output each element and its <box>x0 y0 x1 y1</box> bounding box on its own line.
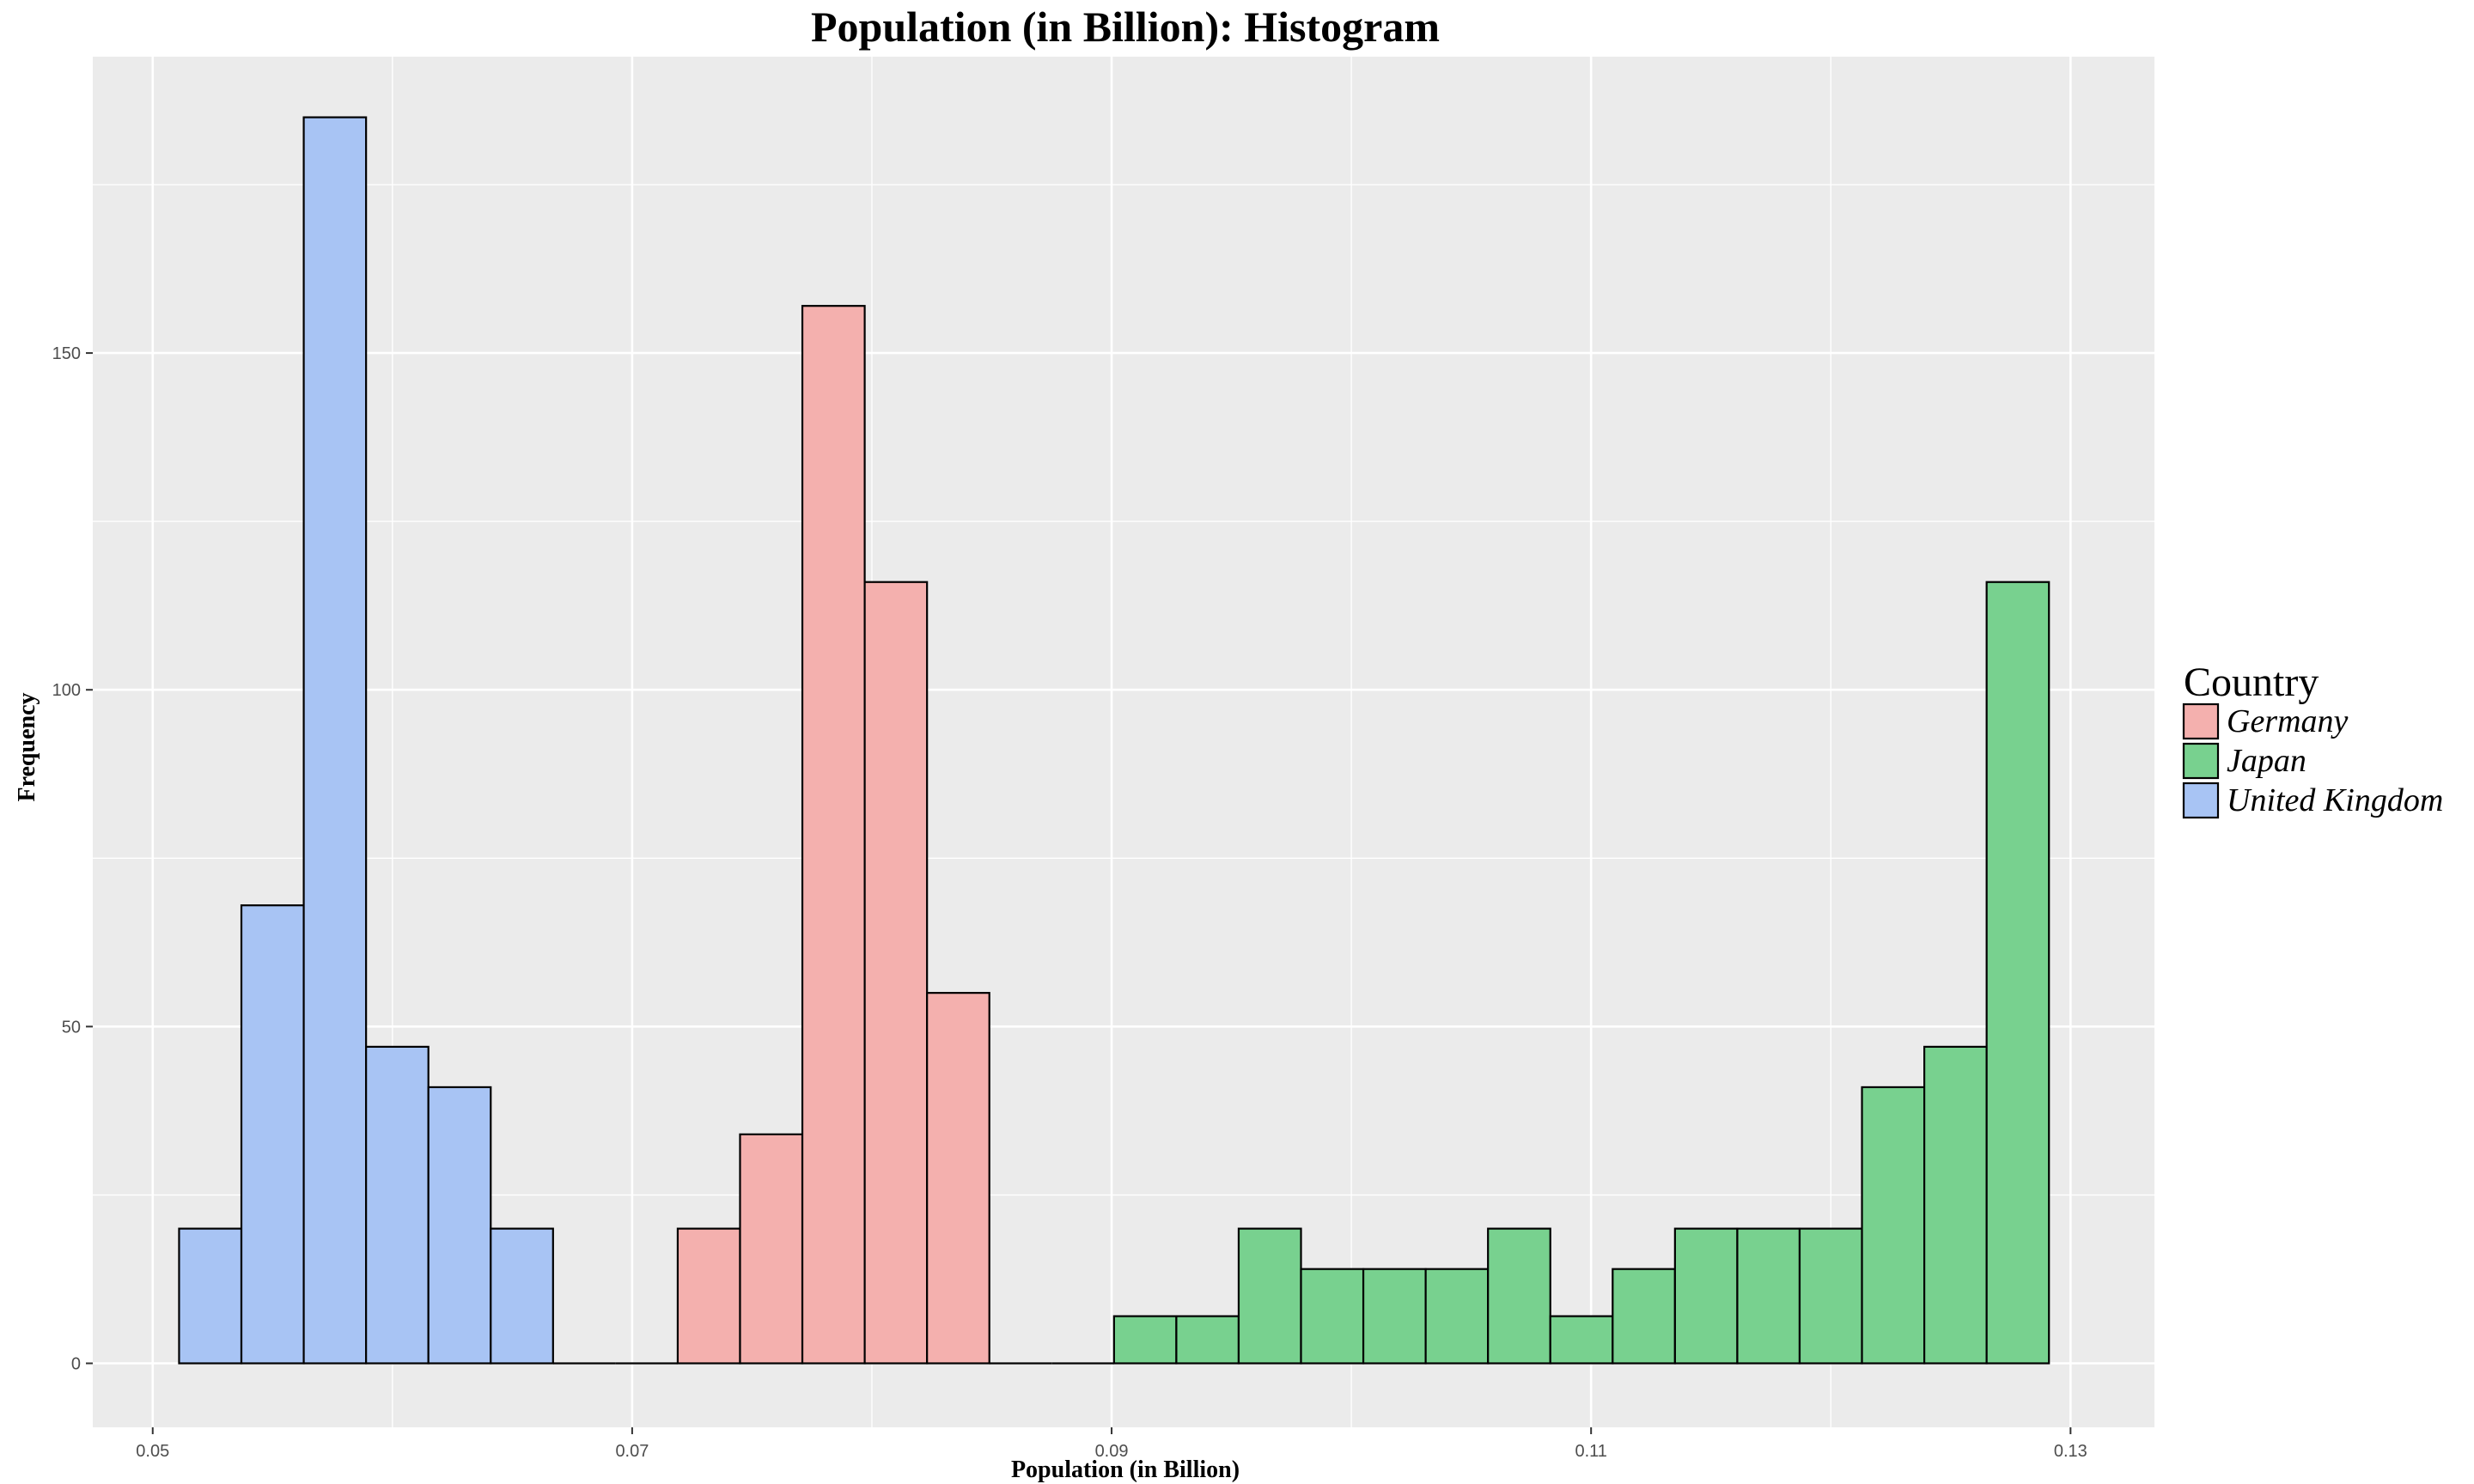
bar-japan <box>1798 1227 1863 1365</box>
y-tick-label: 0 <box>71 1354 81 1373</box>
bar-germany <box>739 1133 804 1365</box>
bar-united-kingdom <box>178 1227 243 1365</box>
bar-united-kingdom <box>365 1045 430 1365</box>
bar-japan <box>1736 1227 1801 1365</box>
legend-key-united-kingdom <box>2182 782 2220 819</box>
bar-germany <box>676 1227 741 1365</box>
x-tick-label: 0.11 <box>1575 1442 1606 1461</box>
x-tick-label: 0.07 <box>615 1442 649 1461</box>
legend-label-japan: Japan <box>2227 743 2306 779</box>
bar-japan <box>1985 581 2050 1365</box>
y-tick-label: 50 <box>62 1018 81 1037</box>
bar-japan <box>1424 1268 1490 1365</box>
bar-japan <box>1487 1227 1551 1365</box>
x-tick-label: 0.13 <box>2054 1442 2087 1461</box>
bar-japan <box>1237 1227 1302 1365</box>
x-axis-title: Population (in Billion) <box>1011 1457 1240 1483</box>
bar-japan <box>1549 1315 1614 1365</box>
y-tick-label: 100 <box>52 681 81 700</box>
x-tick-label: 0.05 <box>136 1442 169 1461</box>
bar-japan <box>1300 1268 1365 1365</box>
bar-japan <box>1923 1045 1988 1365</box>
bar-japan <box>1112 1315 1178 1365</box>
x-tick-label: 0.09 <box>1095 1442 1129 1461</box>
y-axis-ticks: 0 50 100 150 <box>52 344 93 1373</box>
bar-united-kingdom <box>302 116 368 1365</box>
legend-title: Country <box>2184 660 2319 705</box>
bar-japan <box>1612 1268 1676 1365</box>
bar-japan <box>1673 1227 1739 1365</box>
bar-japan <box>1175 1315 1240 1365</box>
bar-germany <box>926 992 990 1365</box>
legend-label-united-kingdom: United Kingdom <box>2227 782 2443 818</box>
legend-key-japan <box>2182 742 2220 780</box>
legend-key-germany <box>2182 702 2220 740</box>
x-axis-ticks: 0.05 0.07 0.09 0.11 0.13 <box>136 1427 2087 1461</box>
y-tick-label: 150 <box>52 344 81 363</box>
chart-title: Population (in Billion): Histogram <box>811 3 1440 51</box>
bar-united-kingdom <box>490 1227 554 1365</box>
bar-united-kingdom <box>240 904 305 1365</box>
bar-japan <box>1861 1086 1926 1365</box>
bar-united-kingdom <box>427 1086 492 1365</box>
bar-germany <box>801 305 866 1365</box>
legend-label-germany: Germany <box>2227 703 2349 739</box>
y-axis-title: Frequency <box>14 692 40 801</box>
histogram-bars <box>178 116 2050 1365</box>
bar-germany <box>863 581 929 1365</box>
bar-japan <box>1362 1268 1427 1365</box>
